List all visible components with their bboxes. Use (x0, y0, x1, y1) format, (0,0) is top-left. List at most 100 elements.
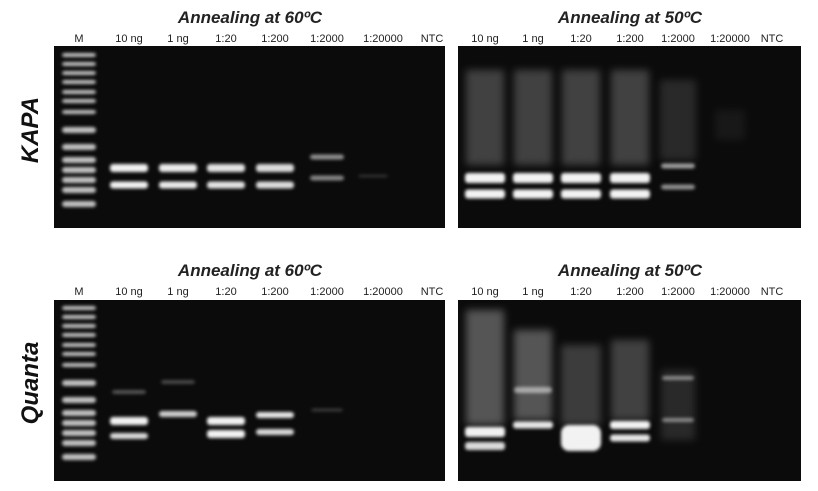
smear (660, 80, 696, 160)
band (62, 127, 96, 133)
panel-title: Annealing at 60ºC (177, 261, 323, 280)
band (62, 53, 96, 57)
band (62, 315, 96, 319)
band (62, 110, 96, 114)
smear (466, 70, 504, 165)
band (62, 352, 96, 356)
row-label: KAPA (17, 97, 44, 163)
band (662, 418, 694, 422)
blob (561, 425, 601, 451)
band (62, 333, 96, 337)
smear (611, 70, 649, 165)
band (610, 189, 650, 199)
band (62, 167, 96, 173)
lane-label: 1:2000 (661, 286, 695, 298)
band (561, 189, 601, 199)
smear (562, 70, 600, 165)
lane-label: 1:20 (215, 33, 236, 45)
lane-label: 1:20 (570, 286, 591, 298)
band (62, 177, 96, 183)
band (514, 387, 552, 393)
band (207, 430, 245, 438)
lane-label: NTC (761, 286, 784, 298)
smear (611, 340, 649, 420)
band (110, 417, 148, 425)
band (62, 71, 96, 75)
band (112, 390, 146, 394)
smear (561, 345, 601, 425)
lane-label: NTC (761, 33, 784, 45)
gel (54, 46, 445, 228)
lane-label: NTC (421, 33, 444, 45)
row-label: Quanta (17, 342, 44, 425)
band (311, 408, 343, 412)
band (207, 164, 245, 172)
smear (514, 330, 552, 420)
band (662, 376, 694, 380)
band (256, 412, 294, 418)
band (62, 187, 96, 193)
smear (466, 310, 504, 425)
lane-label: 10 ng (471, 286, 499, 298)
band (62, 363, 96, 367)
band (256, 181, 294, 189)
bands (62, 53, 745, 460)
lane-label: 1:200 (261, 286, 289, 298)
lane-label: 1:2000 (661, 33, 695, 45)
lane-label: 10 ng (471, 33, 499, 45)
band (62, 306, 96, 310)
band (310, 154, 344, 160)
band (62, 62, 96, 66)
band (62, 90, 96, 94)
band (207, 181, 245, 189)
band (62, 343, 96, 347)
lane-label: 1 ng (167, 33, 188, 45)
band (62, 410, 96, 416)
band (465, 189, 505, 199)
band (610, 434, 650, 442)
band (110, 181, 148, 189)
lane-label: 10 ng (115, 33, 143, 45)
band (513, 189, 553, 199)
band (62, 201, 96, 207)
smear (514, 70, 552, 165)
band (62, 80, 96, 84)
band (661, 163, 695, 169)
lane-label: 1:2000 (310, 286, 344, 298)
band (465, 442, 505, 450)
lane-label: 1 ng (167, 286, 188, 298)
band (513, 421, 553, 429)
band (159, 411, 197, 417)
gel (54, 300, 445, 481)
lane-label: 1:2000 (310, 33, 344, 45)
band (62, 440, 96, 446)
band (62, 324, 96, 328)
band (256, 164, 294, 172)
lane-label: 1:20 (570, 33, 591, 45)
band (62, 454, 96, 460)
lane-label: NTC (421, 286, 444, 298)
band (358, 174, 388, 178)
band (159, 164, 197, 172)
smear (661, 370, 695, 440)
band (610, 421, 650, 429)
panel-title: Annealing at 50ºC (557, 8, 703, 27)
lane-label: 1:200 (261, 33, 289, 45)
band (62, 420, 96, 426)
panel-title: Annealing at 50ºC (557, 261, 703, 280)
band (610, 173, 650, 183)
band (661, 184, 695, 190)
lane-label: 10 ng (115, 286, 143, 298)
band (465, 427, 505, 437)
lane-label: 1:20000 (363, 286, 403, 298)
band (561, 173, 601, 183)
band (110, 433, 148, 439)
lane-label: M (74, 33, 83, 45)
band (159, 181, 197, 189)
lane-label: 1 ng (522, 286, 543, 298)
band (207, 417, 245, 425)
band (161, 380, 195, 384)
lane-label: 1 ng (522, 33, 543, 45)
band (62, 144, 96, 150)
lane-label: 1:20000 (710, 286, 750, 298)
